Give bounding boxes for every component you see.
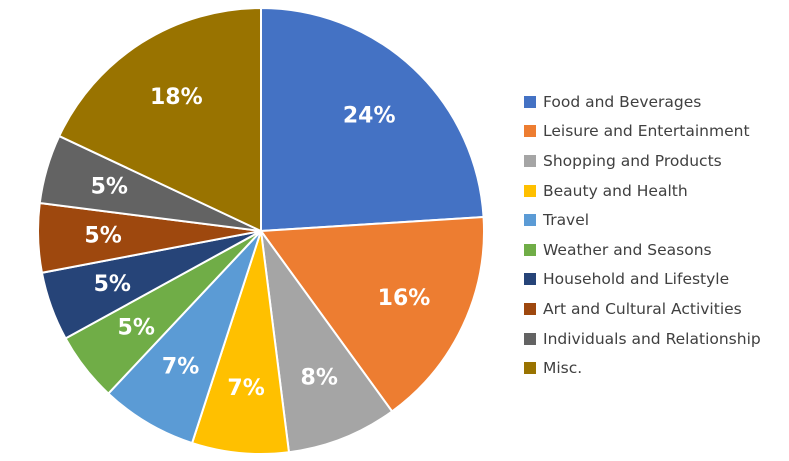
- legend-swatch: [524, 125, 536, 138]
- legend-label: Weather and Seasons: [543, 240, 712, 259]
- legend-label: Leisure and Entertainment: [543, 122, 750, 141]
- legend-swatch: [524, 154, 536, 167]
- legend-item: Art and Cultural Activities: [524, 294, 761, 324]
- slice-data-label: 5%: [118, 315, 155, 340]
- legend-swatch: [524, 184, 536, 197]
- slice-data-label: 16%: [378, 286, 431, 311]
- legend-item: Misc.: [524, 353, 761, 383]
- legend-label: Art and Cultural Activities: [543, 299, 742, 318]
- slice-data-label: 24%: [343, 103, 396, 128]
- legend-item: Travel: [524, 205, 761, 235]
- pie-slice-labels: 24% 16% 8% 7% 7% 5% 5% 5% 5% 18%: [84, 85, 430, 401]
- legend-label: Shopping and Products: [543, 151, 722, 170]
- legend-swatch: [524, 243, 536, 256]
- legend-label: Beauty and Health: [543, 181, 688, 200]
- slice-data-label: 7%: [227, 376, 264, 401]
- slice-data-label: 5%: [84, 224, 121, 249]
- legend-swatch: [524, 362, 536, 375]
- legend-label: Travel: [543, 211, 590, 230]
- legend-swatch: [524, 273, 536, 286]
- legend-item: Leisure and Entertainment: [524, 117, 761, 147]
- legend-item: Household and Lifestyle: [524, 265, 761, 295]
- slice-data-label: 7%: [162, 355, 199, 380]
- legend-item: Food and Beverages: [524, 87, 761, 117]
- legend-item: Beauty and Health: [524, 176, 761, 206]
- legend-label: Household and Lifestyle: [543, 270, 730, 289]
- legend-label: Food and Beverages: [543, 92, 702, 111]
- chart-legend: Food and Beverages Leisure and Entertainm…: [524, 87, 761, 383]
- legend-swatch: [524, 95, 536, 108]
- slice-data-label: 5%: [91, 174, 128, 199]
- pie-slice: [260, 6, 485, 233]
- slice-data-label: 8%: [301, 365, 338, 390]
- legend-item: Shopping and Products: [524, 146, 761, 176]
- pie-slice: [57, 6, 262, 233]
- slice-data-label: 5%: [94, 272, 131, 297]
- slice-data-label: 18%: [150, 85, 203, 110]
- legend-swatch: [524, 214, 536, 227]
- legend-swatch: [524, 302, 536, 315]
- pie-slices: [37, 6, 485, 455]
- pie-slice: [260, 230, 394, 454]
- pie-slice: [259, 215, 485, 413]
- legend-swatch: [524, 332, 536, 345]
- legend-item: Individuals and Relationship: [524, 324, 761, 354]
- legend-label: Individuals and Relationship: [543, 329, 761, 348]
- legend-label: Misc.: [543, 359, 583, 378]
- legend-item: Weather and Seasons: [524, 235, 761, 265]
